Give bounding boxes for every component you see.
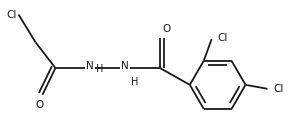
Text: Cl: Cl	[6, 10, 17, 20]
Text: H: H	[96, 64, 104, 74]
Text: Cl: Cl	[273, 84, 284, 94]
Text: O: O	[35, 100, 44, 110]
Text: N: N	[86, 61, 94, 71]
Text: H: H	[131, 77, 138, 87]
Text: Cl: Cl	[218, 33, 228, 43]
Text: O: O	[162, 24, 170, 34]
Text: N: N	[121, 61, 129, 71]
